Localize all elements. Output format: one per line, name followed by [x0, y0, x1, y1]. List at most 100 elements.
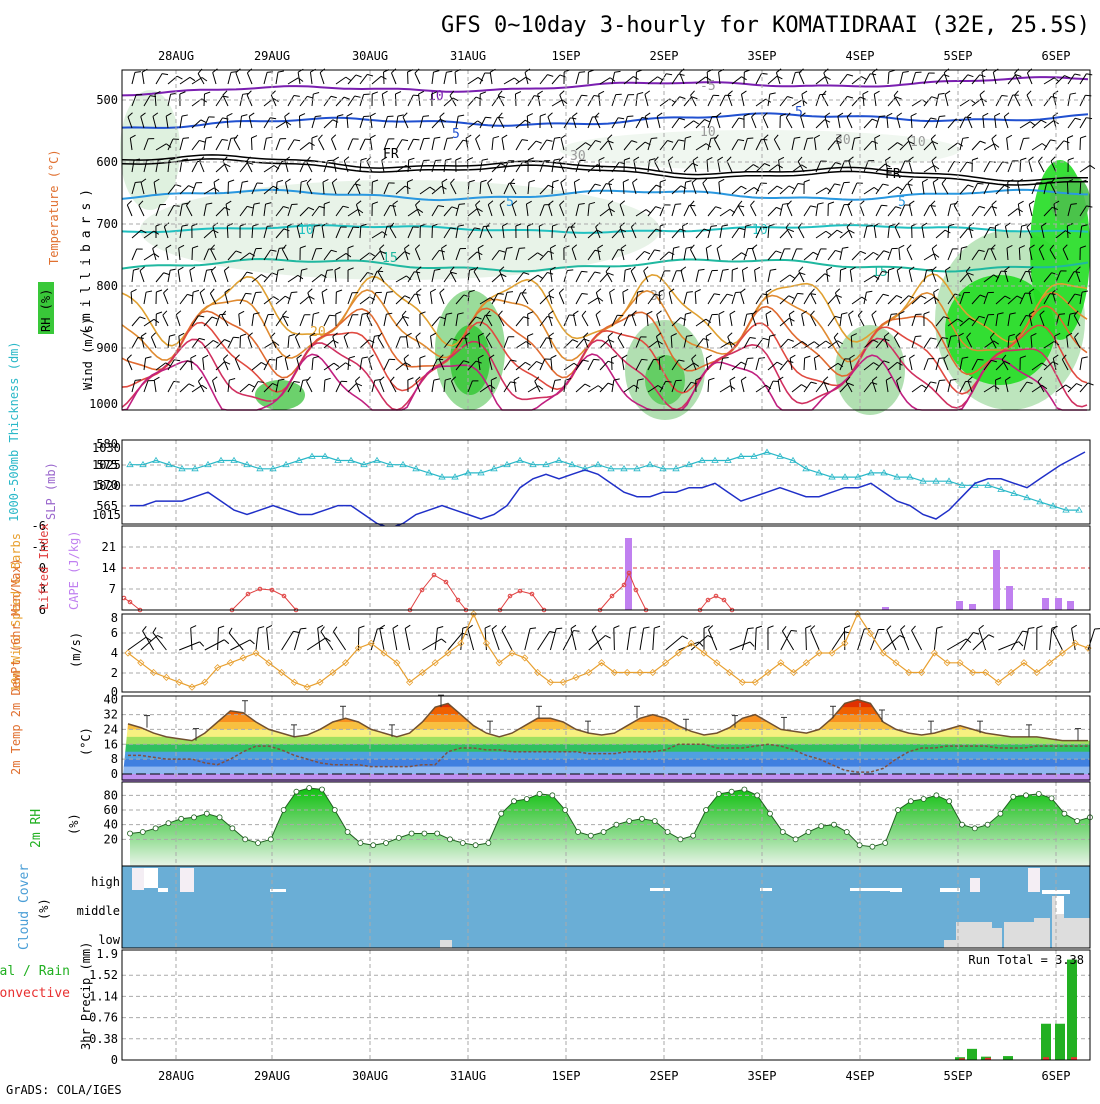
precip-total-bar-1: [967, 1049, 977, 1060]
thickness-label: 1000-500mb Thickness (dm): [7, 341, 21, 522]
cape-bar-8: [1067, 601, 1074, 610]
upper-legend-rh: RH (%): [39, 289, 53, 332]
precip-tick-2: 1.14: [89, 989, 118, 1003]
rh2m-point-30: [512, 799, 517, 804]
wind-tick-1: 6: [111, 626, 118, 640]
rh-blob-0: [120, 90, 180, 210]
contour-label-0: 10: [428, 89, 444, 104]
upper-tick-3: 800: [96, 279, 118, 293]
slp-tick-0: 1030: [92, 441, 121, 455]
upper-barb-674-flag: [666, 381, 672, 382]
rh2m-point-2: [153, 826, 158, 831]
upper-barb-349: [408, 160, 409, 172]
precip-tick-4: 0.38: [89, 1032, 118, 1046]
upper-barb-617-flag: [627, 116, 633, 117]
rh2m-point-46: [716, 791, 721, 796]
temp2m-label: 2m Temp 2m DewPt (6hr Min/Max): [9, 558, 23, 775]
rh2m-point-0: [128, 831, 133, 836]
cloud-block-3: [180, 868, 194, 892]
precip-total-bar-3: [1003, 1056, 1013, 1060]
upper-barb-556-flag: [581, 95, 587, 96]
cloud-high-label: high: [91, 875, 120, 889]
rh2m-point-34: [563, 808, 568, 813]
upper-barb-583-flag: [594, 359, 600, 360]
precip-tick-3: 0.76: [89, 1011, 118, 1025]
rh-tick-0: 80: [104, 788, 118, 802]
rh2m-point-9: [243, 837, 248, 842]
cloud-bg: [122, 866, 1090, 948]
cloud-block-17: [1004, 922, 1034, 948]
upper-barb-127: [227, 226, 228, 238]
rh2m-point-56: [844, 830, 849, 835]
rh2m-point-35: [576, 830, 581, 835]
rh2m-point-24: [435, 831, 440, 836]
rh2m-point-51: [780, 830, 785, 835]
rh2m-point-22: [409, 831, 414, 836]
rh2m-point-17: [345, 830, 350, 835]
upper-barb-936-flag: [881, 205, 887, 206]
upper-tick-1: 600: [96, 155, 118, 169]
upper-barb-1019-flag: [939, 380, 945, 381]
cloud-block-18: [1034, 918, 1050, 948]
bottom-date-4SEP: 4SEP: [846, 1069, 875, 1083]
upper-barb-145-flag: [246, 293, 252, 294]
upper-barb-348-flag: [413, 139, 419, 140]
rh2m-point-12: [281, 808, 286, 813]
upper-barb-564-flag: [582, 271, 588, 272]
wind-tick-2: 4: [111, 646, 118, 660]
cape-bar-2: [956, 601, 963, 610]
upper-barb-63-flag: [183, 138, 189, 139]
top-date-31AUG: 31AUG: [450, 49, 486, 63]
upper-barb-362-flag: [423, 116, 429, 117]
contour-label-15: 10: [910, 135, 926, 150]
upper-tick-5: 1000: [89, 397, 118, 411]
rh2m-point-61: [908, 799, 913, 804]
contour-label-16: 5: [795, 105, 803, 120]
cape-bar-4: [993, 550, 1000, 610]
upper-barb-132-flag: [233, 337, 239, 338]
slp-tick-1: 1025: [92, 458, 121, 472]
wind10-barb-13-flag: [300, 628, 306, 629]
upper-barb-643-flag: [642, 359, 648, 360]
cape-bar-6: [1042, 598, 1049, 610]
rh2m-point-18: [358, 841, 363, 846]
wind10-barb-33-flag: [556, 628, 562, 629]
cape-tick-2: 7: [109, 582, 116, 596]
temp-band-9: [122, 759, 1090, 767]
bottom-date-5SEP: 5SEP: [944, 1069, 973, 1083]
top-date-29AUG: 29AUG: [254, 49, 290, 63]
rh2m-point-8: [230, 826, 235, 831]
rh2m-point-63: [934, 793, 939, 798]
rh2m-point-58: [870, 844, 875, 849]
rh2m-point-13: [294, 789, 299, 794]
rh2m-point-11: [268, 837, 273, 842]
cloud-block-5: [650, 888, 670, 891]
upper-barb-1175: [1067, 182, 1068, 194]
cloud-block-0: [132, 868, 144, 890]
upper-barb-681-flag: [675, 204, 681, 205]
rh2m-point-7: [217, 815, 222, 820]
rh2m-units: (%): [67, 813, 81, 835]
cape-bar-7: [1055, 598, 1062, 610]
temp-tick-4: 8: [111, 752, 118, 766]
top-date-5SEP: 5SEP: [944, 49, 973, 63]
top-date-3SEP: 3SEP: [748, 49, 777, 63]
rh2m-point-50: [768, 811, 773, 816]
upper-barb-212: [299, 116, 300, 128]
rh2m-point-32: [537, 791, 542, 796]
bottom-date-30AUG: 30AUG: [352, 1069, 388, 1083]
rh2m-point-49: [755, 793, 760, 798]
contour-label-12: 30: [650, 289, 666, 304]
rh2m-point-19: [371, 843, 376, 848]
rh2m-point-25: [448, 837, 453, 842]
rh2m-point-74: [1075, 819, 1080, 824]
rh2m-point-68: [998, 811, 1003, 816]
rh2m-point-20: [384, 841, 389, 846]
rh-tick-3: 20: [104, 832, 118, 846]
rh2m-point-64: [947, 799, 952, 804]
top-date-28AUG: 28AUG: [158, 49, 194, 63]
rh2m-point-15: [320, 787, 325, 792]
upper-barb-658-flag: [654, 359, 660, 360]
